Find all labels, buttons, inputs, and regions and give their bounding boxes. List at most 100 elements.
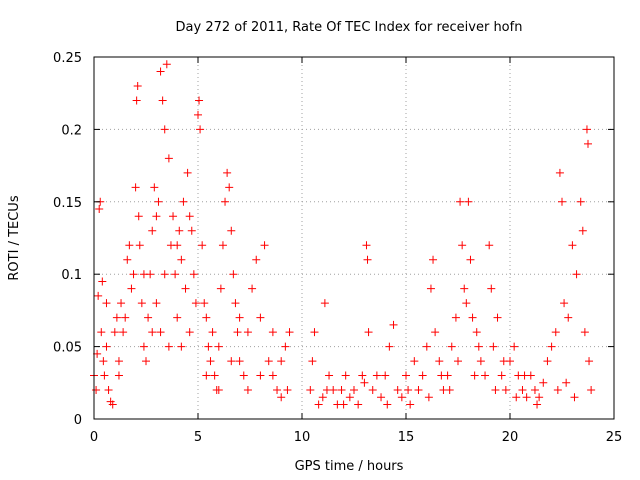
data-point-marker (94, 291, 103, 300)
data-point-marker (560, 299, 569, 308)
data-point-marker (572, 270, 581, 279)
data-point-marker (389, 320, 398, 329)
data-point-marker (522, 393, 531, 402)
data-point-marker (127, 284, 136, 293)
data-point-marker (125, 241, 134, 250)
data-point-marker (185, 212, 194, 221)
data-point-marker (308, 357, 317, 366)
data-point-marker (564, 313, 573, 322)
data-point-marker (198, 241, 207, 250)
data-point-marker (397, 393, 406, 402)
data-point-marker (175, 226, 184, 235)
data-point-marker (393, 386, 402, 395)
data-point-marker (456, 197, 465, 206)
data-point-marker (108, 400, 117, 409)
data-point-marker (584, 139, 592, 148)
data-point-marker (422, 342, 431, 351)
data-point-marker (476, 357, 485, 366)
data-point-marker (173, 241, 182, 250)
data-point-marker (210, 371, 219, 380)
data-point-marker (339, 400, 348, 409)
data-point-marker (445, 386, 454, 395)
data-point-marker (194, 110, 202, 119)
data-point-marker (337, 386, 346, 395)
data-point-marker (277, 357, 286, 366)
data-point-marker (268, 328, 277, 337)
data-point-marker (99, 357, 108, 366)
data-point-marker (558, 197, 566, 206)
data-point-marker (158, 96, 167, 105)
data-point-marker (100, 371, 109, 380)
data-point-marker (360, 378, 369, 387)
data-point-marker (233, 328, 242, 337)
data-point-marker (451, 313, 460, 322)
data-point-marker (406, 400, 415, 409)
data-point-marker (510, 342, 519, 351)
data-point-marker (156, 328, 165, 337)
data-point-marker (454, 357, 462, 366)
data-point-marker (214, 342, 223, 351)
data-point-marker (578, 226, 587, 235)
data-point-marker (426, 284, 435, 293)
data-point-marker (200, 299, 209, 308)
data-point-marker (225, 183, 234, 192)
data-point-marker (281, 342, 290, 351)
data-point-marker (314, 400, 323, 409)
data-point-marker (148, 328, 157, 337)
data-point-marker (154, 197, 163, 206)
data-point-marker (216, 284, 225, 293)
data-point-marker (377, 393, 386, 402)
data-point-marker (582, 125, 591, 134)
data-point-marker (160, 270, 169, 279)
data-point-marker (345, 393, 354, 402)
data-point-marker (341, 371, 350, 380)
data-point-marker (202, 313, 211, 322)
data-point-marker (104, 386, 113, 395)
data-point-marker (243, 328, 252, 337)
data-point-marker (204, 342, 213, 351)
data-point-marker (539, 378, 548, 387)
data-point-marker (248, 284, 257, 293)
data-point-marker (181, 284, 190, 293)
data-point-marker (121, 313, 130, 322)
data-point-marker (273, 386, 282, 395)
data-point-marker (458, 241, 467, 250)
data-point-marker (134, 212, 143, 221)
data-point-marker (264, 357, 273, 366)
data-point-marker (383, 400, 392, 409)
data-point-marker (385, 342, 394, 351)
data-point-marker (320, 299, 329, 308)
data-point-marker (235, 313, 244, 322)
data-point-marker (97, 328, 106, 337)
data-point-marker (562, 378, 571, 387)
data-point-marker (150, 183, 159, 192)
data-point-marker (208, 328, 217, 337)
data-point-marker (206, 357, 215, 366)
data-point-marker (468, 313, 477, 322)
data-point-marker (218, 241, 227, 250)
data-point-marker (533, 400, 542, 409)
y-tick-label: 0.15 (53, 196, 82, 211)
y-tick-label: 0.05 (53, 341, 82, 356)
data-point-marker (487, 284, 496, 293)
data-point-marker (117, 299, 126, 308)
data-point-marker (214, 386, 223, 395)
data-point-marker (102, 299, 111, 308)
data-point-marker (102, 342, 111, 351)
data-point-marker (437, 371, 446, 380)
data-point-marker (223, 168, 232, 177)
data-point-marker (381, 371, 390, 380)
data-point-marker (520, 371, 529, 380)
data-point-marker (183, 168, 192, 177)
data-point-marker (466, 255, 475, 264)
data-point-marker (543, 357, 552, 366)
data-point-marker (518, 386, 527, 395)
data-point-marker (171, 270, 180, 279)
x-tick-label: 25 (606, 430, 623, 445)
data-point-marker (322, 386, 331, 395)
data-point-marker (114, 371, 123, 380)
data-point-marker (464, 197, 473, 206)
data-points (90, 60, 596, 409)
data-point-marker (470, 371, 479, 380)
